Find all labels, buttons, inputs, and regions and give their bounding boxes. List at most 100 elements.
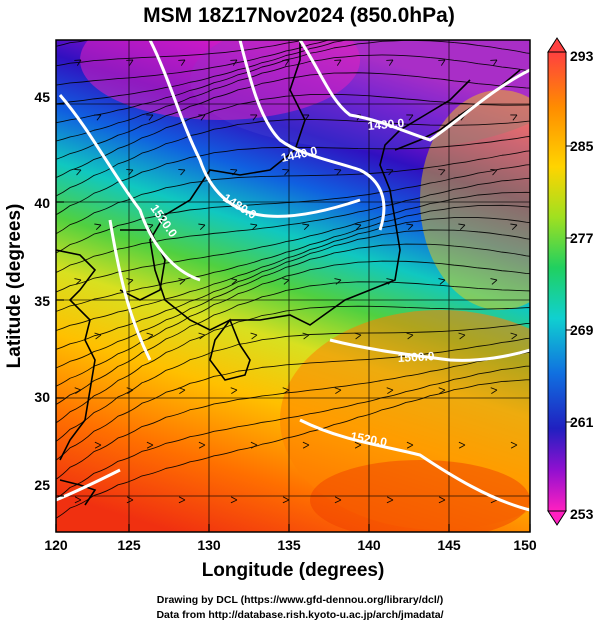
wind-arrowhead — [74, 387, 82, 394]
wind-arrowhead — [126, 496, 134, 504]
wind-arrowhead — [406, 332, 414, 340]
x-tick-label: 120 — [44, 537, 68, 553]
wind-arrowhead — [146, 332, 154, 340]
wind-arrowhead — [302, 441, 310, 449]
y-tick-label: 30 — [34, 389, 50, 405]
wind-arrowhead — [230, 59, 238, 66]
x-tick-label: 130 — [197, 537, 221, 553]
y-tick-label: 45 — [34, 89, 50, 105]
height-contours — [56, 40, 530, 512]
wind-arrowhead — [198, 114, 206, 121]
wind-arrowhead — [490, 278, 498, 285]
colorbar-bottom-arrow — [547, 510, 567, 526]
wind-arrowhead — [250, 332, 258, 340]
contour-label: 1500.0 — [397, 349, 435, 365]
wind-arrowhead — [334, 59, 342, 66]
streamline — [56, 281, 530, 405]
wind-arrowhead — [230, 278, 238, 285]
streamline — [56, 243, 530, 369]
wind-arrowhead — [282, 496, 290, 504]
wind-arrowhead — [386, 387, 394, 394]
x-tick-label: 125 — [117, 537, 141, 553]
wind-arrowhead — [438, 496, 446, 504]
wind-arrowhead — [178, 387, 186, 394]
streamline — [56, 93, 530, 179]
streamline — [56, 337, 530, 461]
streamline — [56, 177, 530, 273]
streamline — [56, 40, 348, 105]
wind-arrowhead — [94, 223, 102, 231]
wind-arrowhead — [198, 332, 206, 340]
wind-arrowhead — [198, 223, 206, 231]
streamline — [56, 40, 530, 124]
streamline — [56, 217, 530, 332]
wind-arrowhead — [250, 223, 258, 231]
streamline — [56, 150, 530, 235]
contour-1430 — [298, 40, 530, 142]
wind-arrowhead — [178, 169, 186, 176]
colorbar-bar — [547, 51, 567, 512]
streamline — [56, 119, 530, 197]
streamline — [56, 40, 306, 67]
wind-arrowhead — [406, 441, 414, 449]
wind-arrowhead — [438, 278, 446, 285]
wind-arrowhead — [334, 496, 342, 504]
colorbar-top-arrow — [547, 37, 567, 53]
streamline — [56, 229, 530, 350]
wind-arrowhead — [126, 59, 134, 66]
wind-arrowhead — [146, 441, 154, 449]
warm-tongue-east — [420, 90, 530, 310]
wind-arrowhead — [302, 332, 310, 340]
wind-arrowhead — [94, 332, 102, 340]
wind-arrowhead — [354, 223, 362, 231]
y-tick-label: 25 — [34, 477, 50, 493]
streamline — [56, 305, 530, 424]
wind-arrowhead — [250, 114, 258, 121]
wind-arrowhead — [282, 59, 290, 66]
wind-arrowhead — [94, 441, 102, 449]
wind-arrowhead — [438, 169, 446, 176]
streamline — [56, 135, 530, 216]
streamline — [56, 72, 530, 160]
wind-arrowhead — [490, 387, 498, 394]
wind-streamlines — [56, 40, 530, 519]
wind-arrowhead — [354, 441, 362, 449]
wind-arrowhead — [510, 223, 518, 231]
contour-1500 — [329, 338, 530, 362]
wind-arrowhead — [282, 169, 290, 176]
contour-extra-south — [56, 468, 121, 502]
wind-arrowhead — [74, 169, 82, 176]
wind-arrowhead — [178, 278, 186, 285]
wind-arrowhead — [126, 387, 134, 394]
contour-extra-west — [108, 219, 152, 361]
credit-data: Data from http://database.rish.kyoto-u.a… — [156, 609, 443, 621]
contour-1520-north — [58, 94, 201, 282]
credits: Drawing by DCL (https://www.gfd-dennou.o… — [156, 594, 443, 621]
wind-arrowhead — [282, 387, 290, 394]
contour-1440 — [238, 40, 386, 231]
streamline — [56, 379, 530, 519]
wind-arrowhead — [458, 441, 466, 449]
streamline — [56, 40, 331, 86]
wind-arrowhead — [510, 332, 518, 340]
wind-arrowhead — [406, 223, 414, 231]
wind-arrowhead — [230, 387, 238, 394]
contour-1520-south — [299, 418, 530, 512]
wind-arrowhead — [302, 223, 310, 231]
x-tick-label: 145 — [437, 537, 461, 553]
streamline — [56, 204, 530, 312]
x-tick-label: 135 — [277, 537, 301, 553]
wind-arrowhead — [334, 278, 342, 285]
wind-arrowhead — [282, 278, 290, 285]
y-axis-label: Latitude (degrees) — [4, 204, 25, 369]
wind-arrowhead — [230, 169, 238, 176]
wind-arrowhead — [438, 387, 446, 394]
temperature-field: 1430.0 1440.0 1480.0 1520.0 1500.0 1520.… — [56, 40, 530, 532]
wind-arrowhead — [178, 59, 186, 66]
wind-arrowhead — [406, 114, 414, 121]
colorbar-tick-label: 253 — [570, 506, 594, 522]
wind-arrowhead — [126, 169, 134, 176]
chart-title: MSM 18Z17Nov2024 (850.0hPa) — [143, 4, 455, 27]
